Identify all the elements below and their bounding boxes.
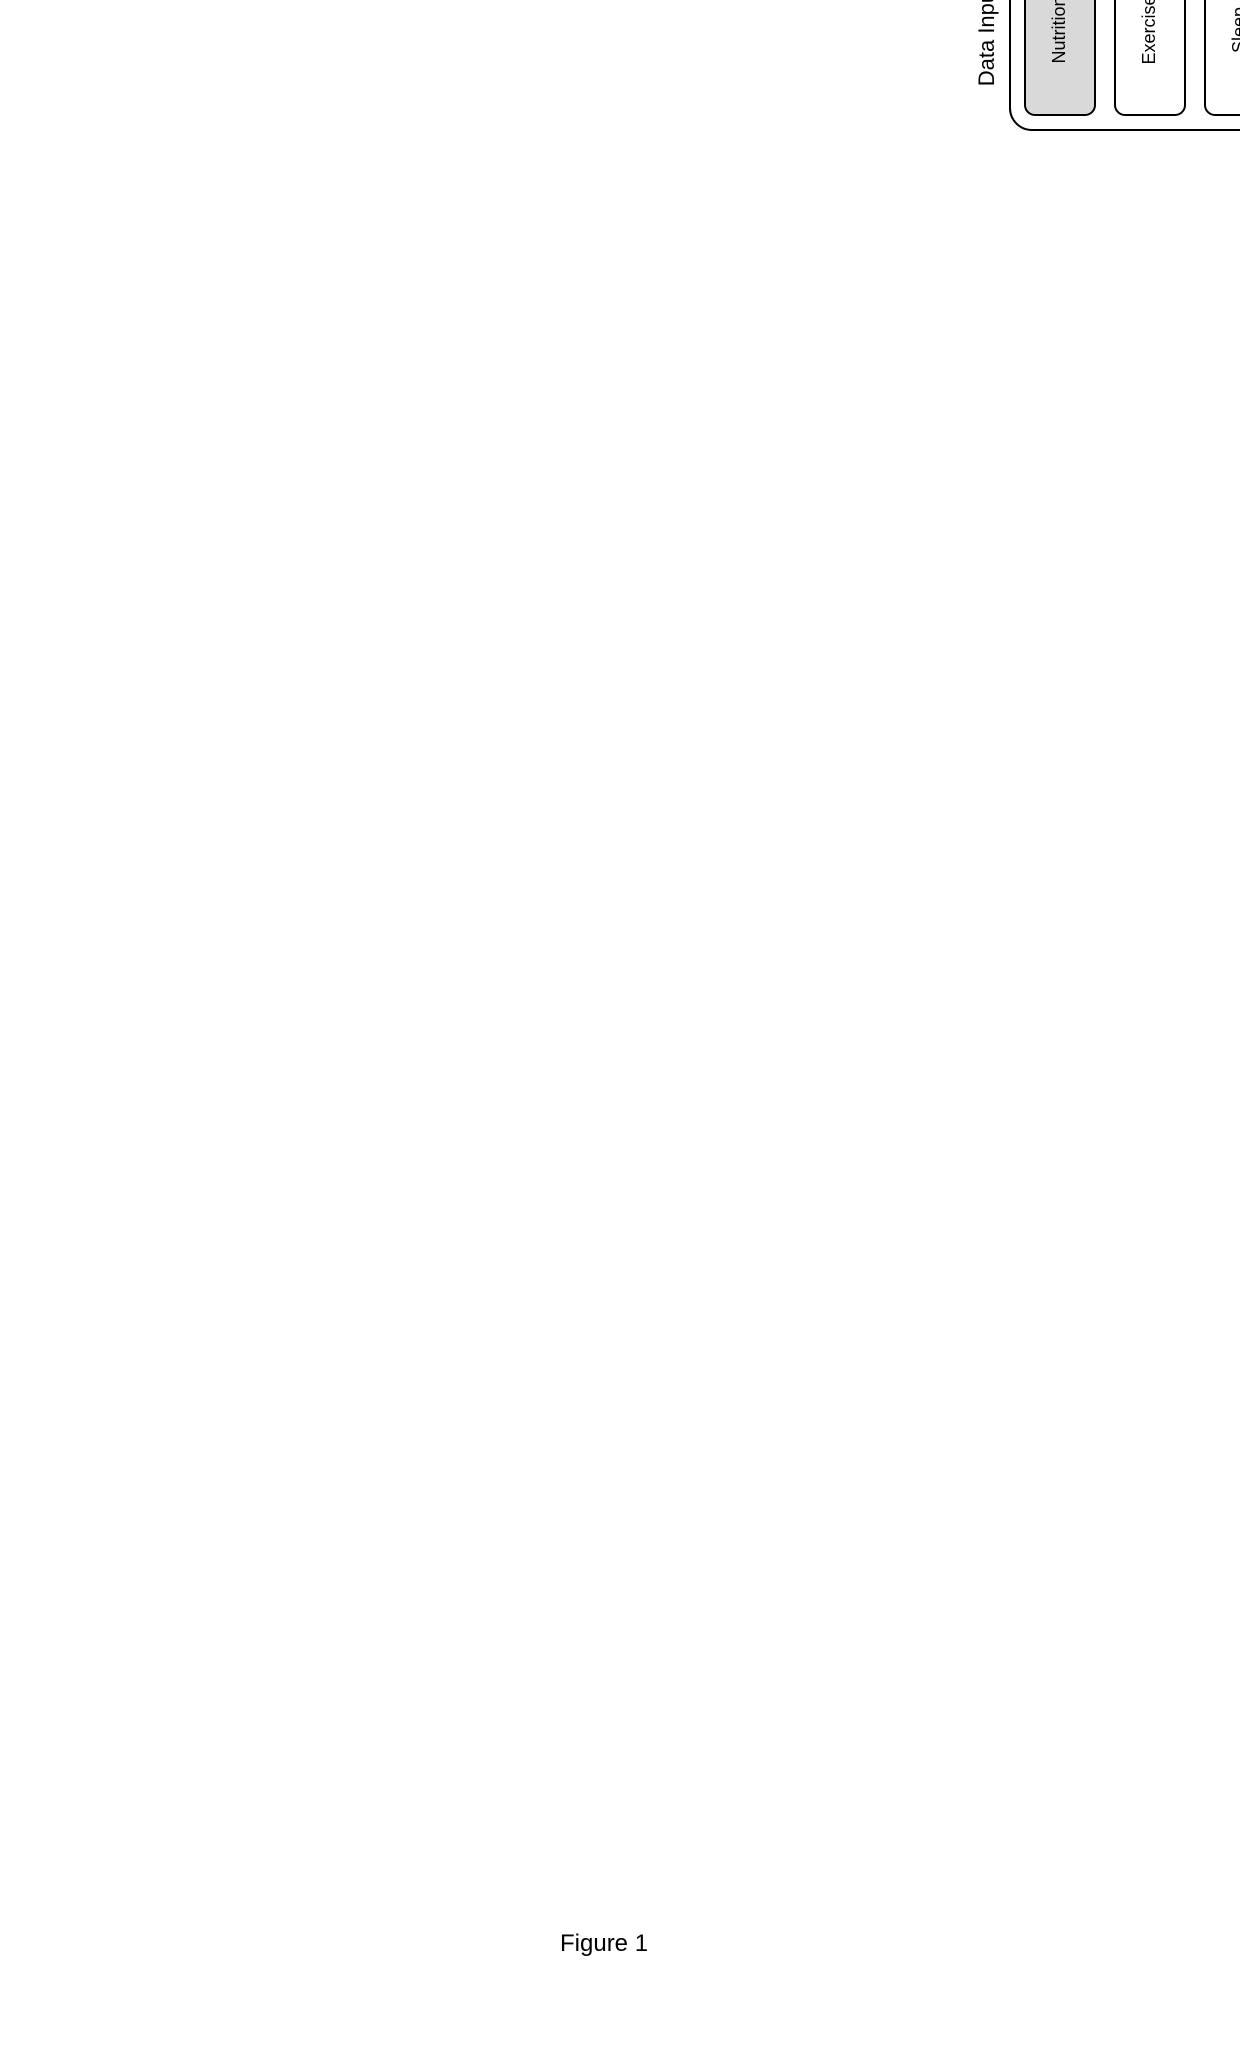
data-inputs: Data Inputs Nutrition Exercise Sleep: [974, 0, 1240, 130]
figure-caption: Figure 1: [560, 1930, 648, 1958]
svg-text:Exercise: Exercise: [1139, 0, 1159, 65]
svg-text:Nutrition: Nutrition: [1049, 0, 1069, 64]
svg-text:Data Inputs: Data Inputs: [974, 0, 999, 86]
diagram-canvas: Data InputsNutritionExerciseSleepData Ca…: [0, 0, 1240, 2061]
svg-text:Sleep: Sleep: [1229, 7, 1240, 53]
